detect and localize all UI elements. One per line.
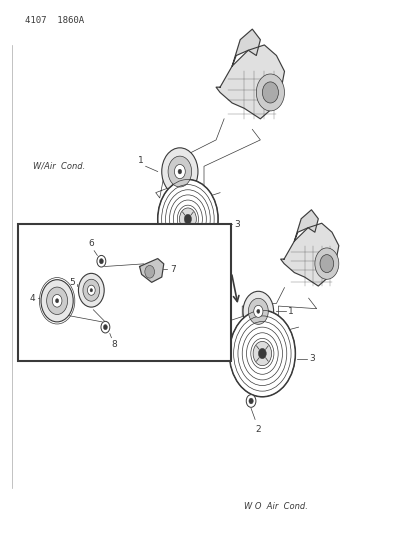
Circle shape (184, 214, 191, 224)
Circle shape (320, 255, 334, 272)
Text: 5: 5 (69, 278, 75, 287)
Circle shape (103, 325, 107, 330)
Circle shape (168, 261, 172, 266)
Circle shape (262, 82, 278, 103)
Circle shape (180, 208, 196, 230)
Circle shape (47, 287, 68, 314)
Circle shape (315, 248, 339, 279)
Text: 1: 1 (138, 156, 144, 165)
Text: W O  Air  Cond.: W O Air Cond. (244, 502, 308, 511)
Text: 4: 4 (29, 294, 35, 303)
Polygon shape (281, 223, 339, 286)
Text: 3: 3 (309, 354, 315, 364)
Circle shape (162, 148, 198, 195)
Circle shape (90, 288, 93, 292)
Circle shape (145, 265, 155, 278)
Text: 1: 1 (288, 307, 293, 316)
Bar (18, 224, 231, 361)
Circle shape (243, 292, 274, 332)
Circle shape (229, 310, 295, 397)
Text: 2: 2 (255, 425, 261, 434)
Circle shape (175, 165, 185, 179)
Circle shape (165, 257, 175, 270)
Circle shape (83, 279, 100, 301)
Circle shape (101, 321, 110, 333)
Circle shape (55, 298, 59, 303)
Circle shape (78, 273, 104, 307)
Circle shape (158, 180, 218, 259)
Circle shape (246, 394, 256, 407)
Circle shape (253, 342, 272, 366)
Polygon shape (216, 45, 284, 119)
Text: 3: 3 (234, 220, 240, 229)
Circle shape (254, 305, 263, 317)
Circle shape (257, 309, 260, 313)
Circle shape (168, 156, 192, 187)
Circle shape (52, 294, 62, 307)
Circle shape (258, 349, 266, 359)
Circle shape (41, 280, 73, 322)
Text: 2: 2 (159, 288, 164, 296)
Circle shape (248, 298, 268, 325)
Circle shape (249, 398, 253, 404)
Polygon shape (232, 29, 260, 66)
Text: 7: 7 (170, 265, 175, 273)
Circle shape (97, 255, 106, 267)
Text: W/Air  Cond.: W/Air Cond. (33, 162, 85, 171)
Polygon shape (140, 259, 164, 282)
Circle shape (87, 285, 95, 295)
Circle shape (178, 169, 182, 174)
Text: 8: 8 (111, 341, 117, 349)
Text: 6: 6 (89, 239, 94, 248)
Text: 4107  1860A: 4107 1860A (25, 16, 84, 25)
Circle shape (256, 74, 284, 111)
Circle shape (100, 259, 103, 264)
Polygon shape (294, 210, 318, 241)
